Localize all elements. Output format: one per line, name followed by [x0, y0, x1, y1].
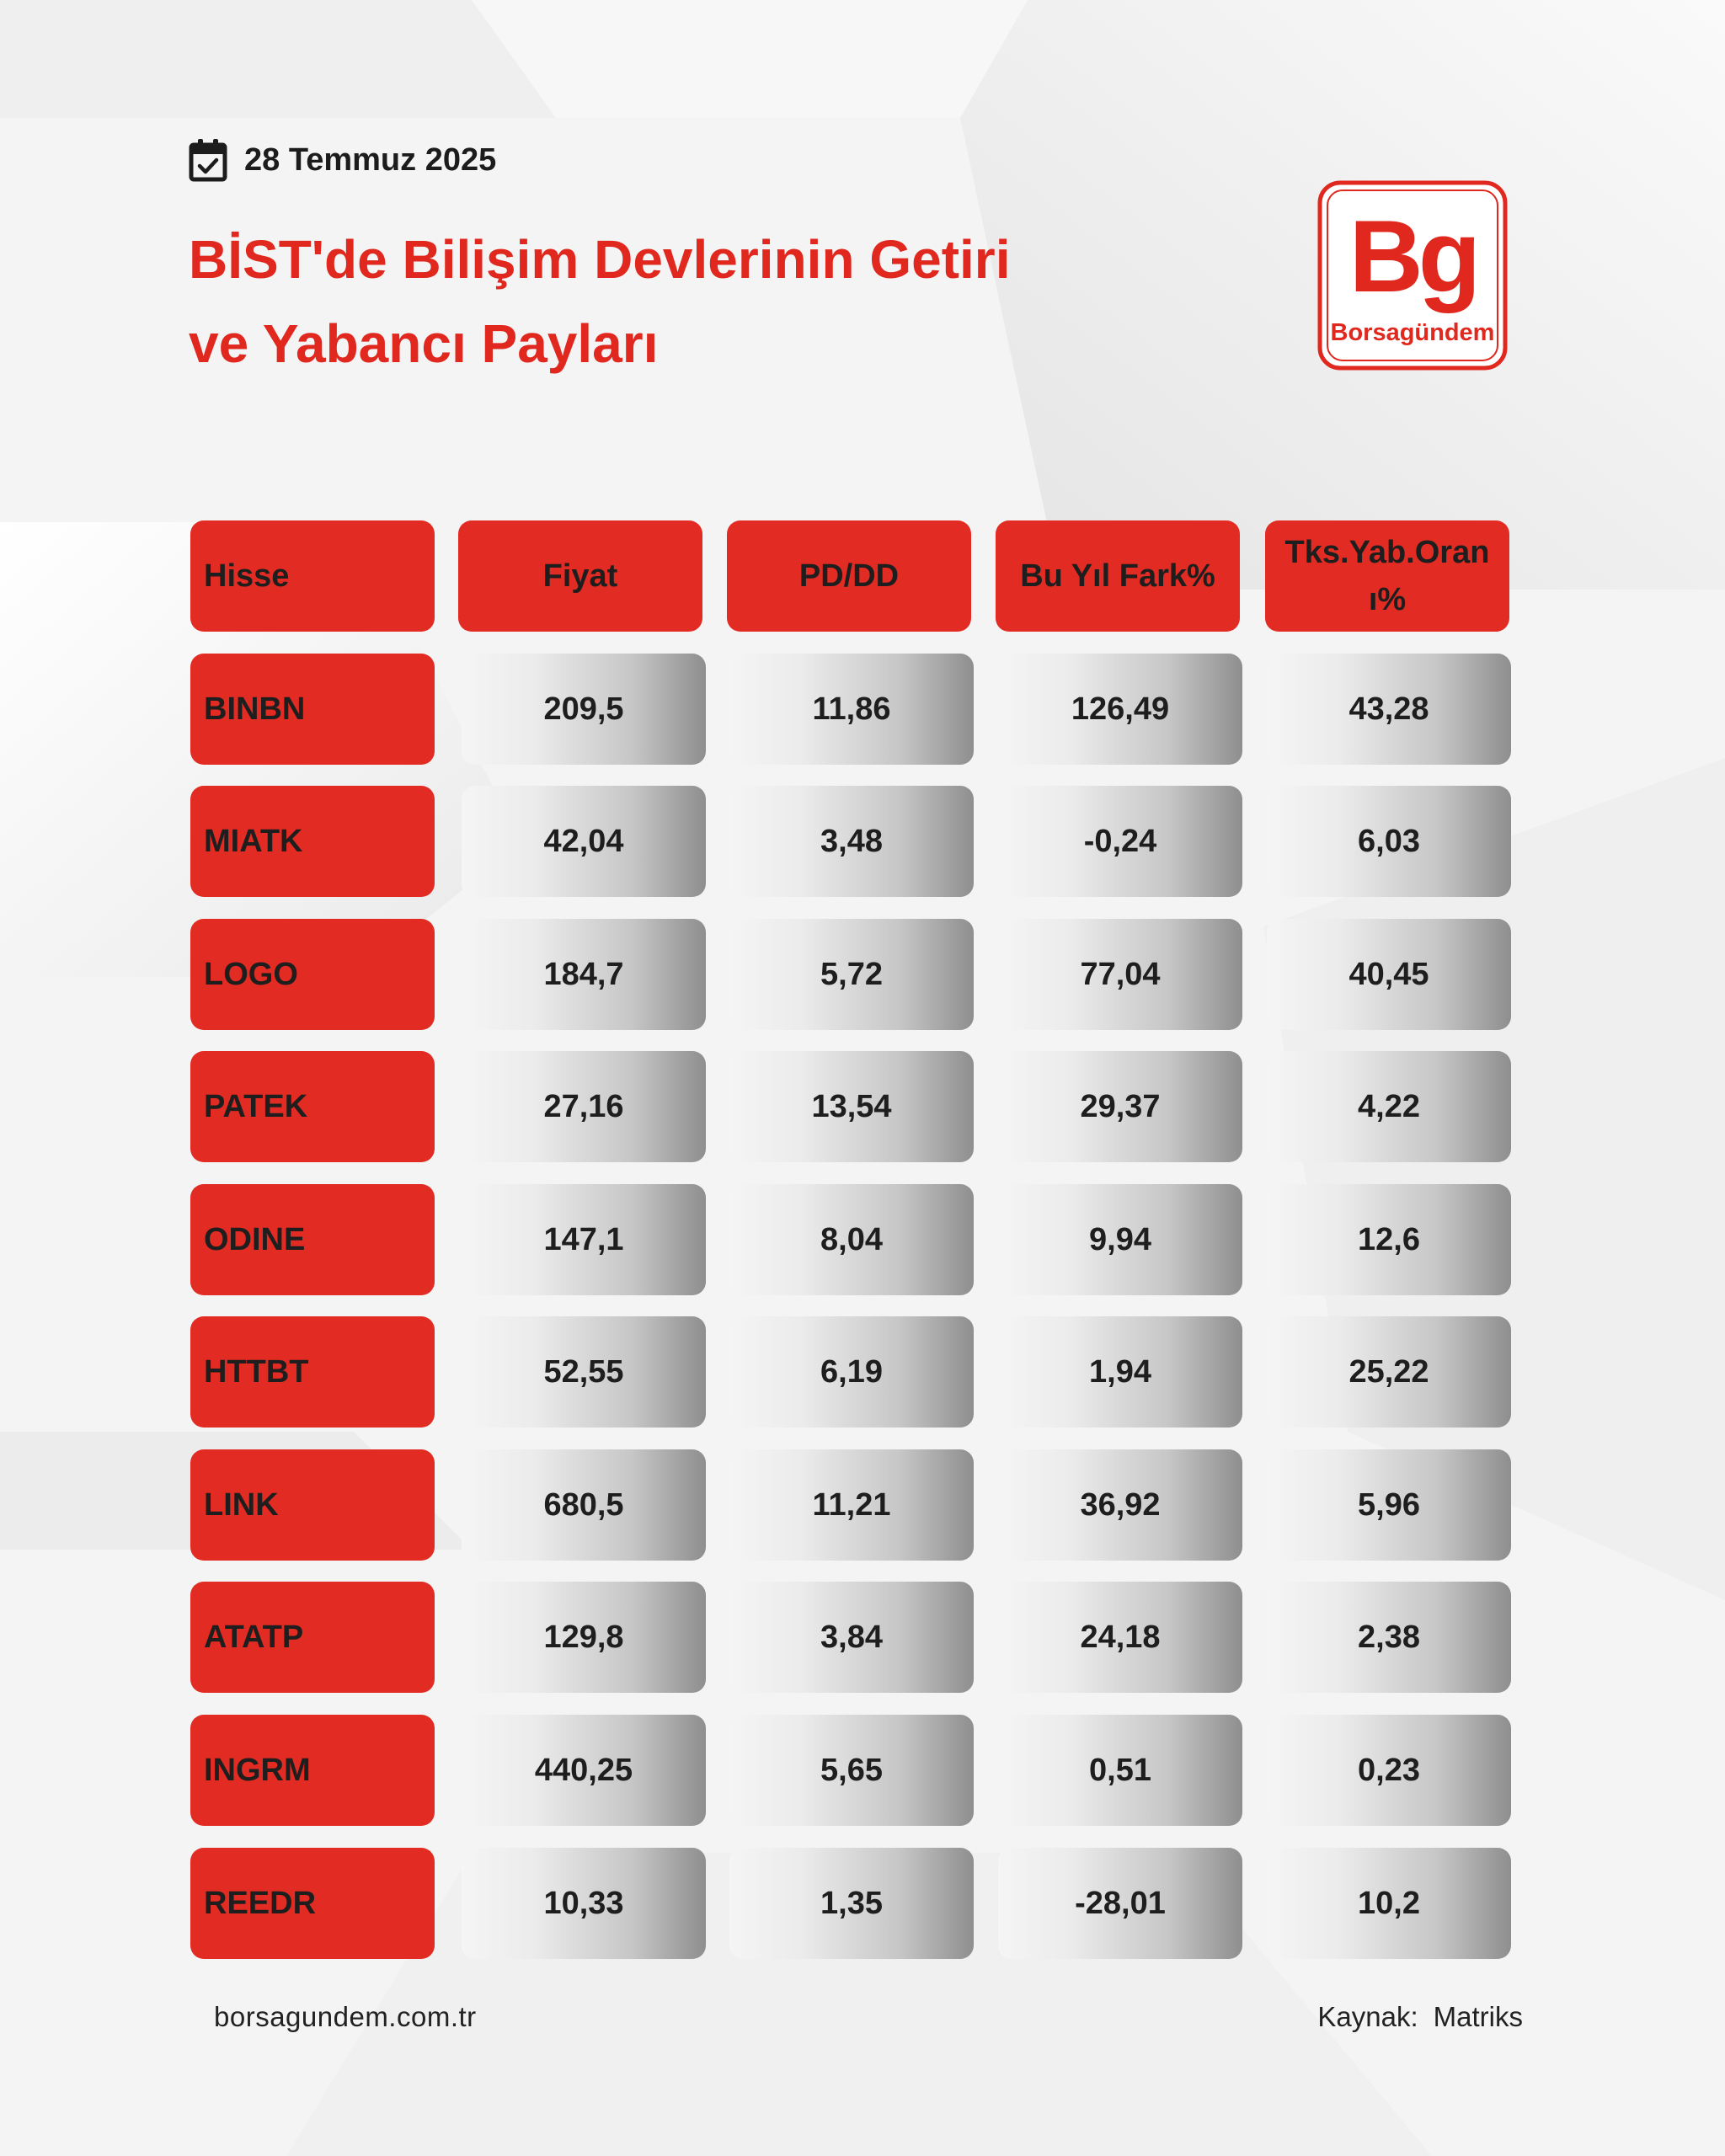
cell-foreign: 0,23: [1267, 1715, 1511, 1826]
cell-stock: LOGO: [190, 919, 435, 1030]
cell-price: 129,8: [462, 1582, 706, 1693]
table-row: LINK 680,5 11,21 36,92 5,96: [190, 1449, 1513, 1561]
cell-stock: MIATK: [190, 786, 435, 897]
cell-ytd: 9,94: [998, 1184, 1242, 1295]
header-stock: Hisse: [190, 520, 435, 632]
logo-name: Borsagündem: [1331, 319, 1495, 346]
cell-ytd: 77,04: [998, 919, 1242, 1030]
page-title: BİST'de Bilişim Devlerinin Getiri ve Yab…: [189, 217, 1284, 386]
cell-stock: REEDR: [190, 1848, 435, 1959]
cell-pddd: 1,35: [729, 1848, 974, 1959]
cell-stock: ODINE: [190, 1184, 435, 1295]
logo-mark: Bg: [1349, 199, 1477, 313]
table-row: PATEK 27,16 13,54 29,37 4,22: [190, 1051, 1513, 1162]
table-row: ODINE 147,1 8,04 9,94 12,6: [190, 1184, 1513, 1295]
header-price: Fiyat: [458, 520, 702, 632]
cell-ytd: 29,37: [998, 1051, 1242, 1162]
header-foreign-ratio: Tks.Yab.Oran ı%: [1265, 520, 1509, 632]
website-label: borsagundem.com.tr: [214, 2001, 477, 2032]
cell-stock: LINK: [190, 1449, 435, 1561]
cell-stock: INGRM: [190, 1715, 435, 1826]
borsagundem-logo: Bg Borsagündem: [1317, 180, 1508, 371]
cell-pddd: 8,04: [729, 1184, 974, 1295]
title-line-1: BİST'de Bilişim Devlerinin Getiri: [189, 229, 1011, 290]
cell-foreign: 12,6: [1267, 1184, 1511, 1295]
header-foreign-line-1: Tks.Yab.Oran: [1284, 535, 1490, 570]
cell-foreign: 5,96: [1267, 1449, 1511, 1561]
cell-foreign: 6,03: [1267, 786, 1511, 897]
table-row: ATATP 129,8 3,84 24,18 2,38: [190, 1582, 1513, 1693]
cell-ytd: 126,49: [998, 654, 1242, 765]
cell-ytd: -28,01: [998, 1848, 1242, 1959]
cell-pddd: 6,19: [729, 1316, 974, 1428]
table-row: INGRM 440,25 5,65 0,51 0,23: [190, 1715, 1513, 1826]
cell-foreign: 10,2: [1267, 1848, 1511, 1959]
title-line-2: ve Yabancı Payları: [189, 313, 659, 374]
cell-pddd: 5,72: [729, 919, 974, 1030]
cell-price: 209,5: [462, 654, 706, 765]
cell-stock: ATATP: [190, 1582, 435, 1693]
cell-ytd: 0,51: [998, 1715, 1242, 1826]
table-header-row: Hisse Fiyat PD/DD Bu Yıl Fark% Tks.Yab.O…: [190, 520, 1513, 632]
date-label: 28 Temmuz 2025: [244, 141, 497, 178]
cell-stock: HTTBT: [190, 1316, 435, 1428]
header-foreign-line-2: ı%: [1368, 582, 1407, 617]
cell-foreign: 40,45: [1267, 919, 1511, 1030]
cell-price: 10,33: [462, 1848, 706, 1959]
source-credit: Kaynak: Matriks: [1317, 2001, 1523, 2033]
cell-price: 147,1: [462, 1184, 706, 1295]
header-ytd: Bu Yıl Fark%: [996, 520, 1240, 632]
cell-pddd: 13,54: [729, 1051, 974, 1162]
header-pddd: PD/DD: [727, 520, 971, 632]
source-label: Kaynak:: [1317, 2001, 1418, 2032]
cell-stock: BINBN: [190, 654, 435, 765]
cell-ytd: 24,18: [998, 1582, 1242, 1693]
cell-price: 440,25: [462, 1715, 706, 1826]
cell-price: 680,5: [462, 1449, 706, 1561]
cell-pddd: 5,65: [729, 1715, 974, 1826]
cell-foreign: 25,22: [1267, 1316, 1511, 1428]
cell-foreign: 4,22: [1267, 1051, 1511, 1162]
cell-ytd: 1,94: [998, 1316, 1242, 1428]
cell-pddd: 11,86: [729, 654, 974, 765]
cell-foreign: 2,38: [1267, 1582, 1511, 1693]
calendar-check-icon: [189, 139, 227, 182]
cell-foreign: 43,28: [1267, 654, 1511, 765]
source-value: Matriks: [1433, 2001, 1523, 2032]
cell-pddd: 3,84: [729, 1582, 974, 1693]
cell-ytd: -0,24: [998, 786, 1242, 897]
cell-pddd: 3,48: [729, 786, 974, 897]
date-row: 28 Temmuz 2025: [189, 138, 496, 182]
cell-stock: PATEK: [190, 1051, 435, 1162]
table-row: BINBN 209,5 11,86 126,49 43,28: [190, 654, 1513, 765]
cell-pddd: 11,21: [729, 1449, 974, 1561]
table-row: LOGO 184,7 5,72 77,04 40,45: [190, 919, 1513, 1030]
table-row: REEDR 10,33 1,35 -28,01 10,2: [190, 1848, 1513, 1959]
table-row: HTTBT 52,55 6,19 1,94 25,22: [190, 1316, 1513, 1428]
cell-price: 52,55: [462, 1316, 706, 1428]
cell-price: 27,16: [462, 1051, 706, 1162]
table-row: MIATK 42,04 3,48 -0,24 6,03: [190, 786, 1513, 897]
cell-price: 184,7: [462, 919, 706, 1030]
cell-ytd: 36,92: [998, 1449, 1242, 1561]
cell-price: 42,04: [462, 786, 706, 897]
